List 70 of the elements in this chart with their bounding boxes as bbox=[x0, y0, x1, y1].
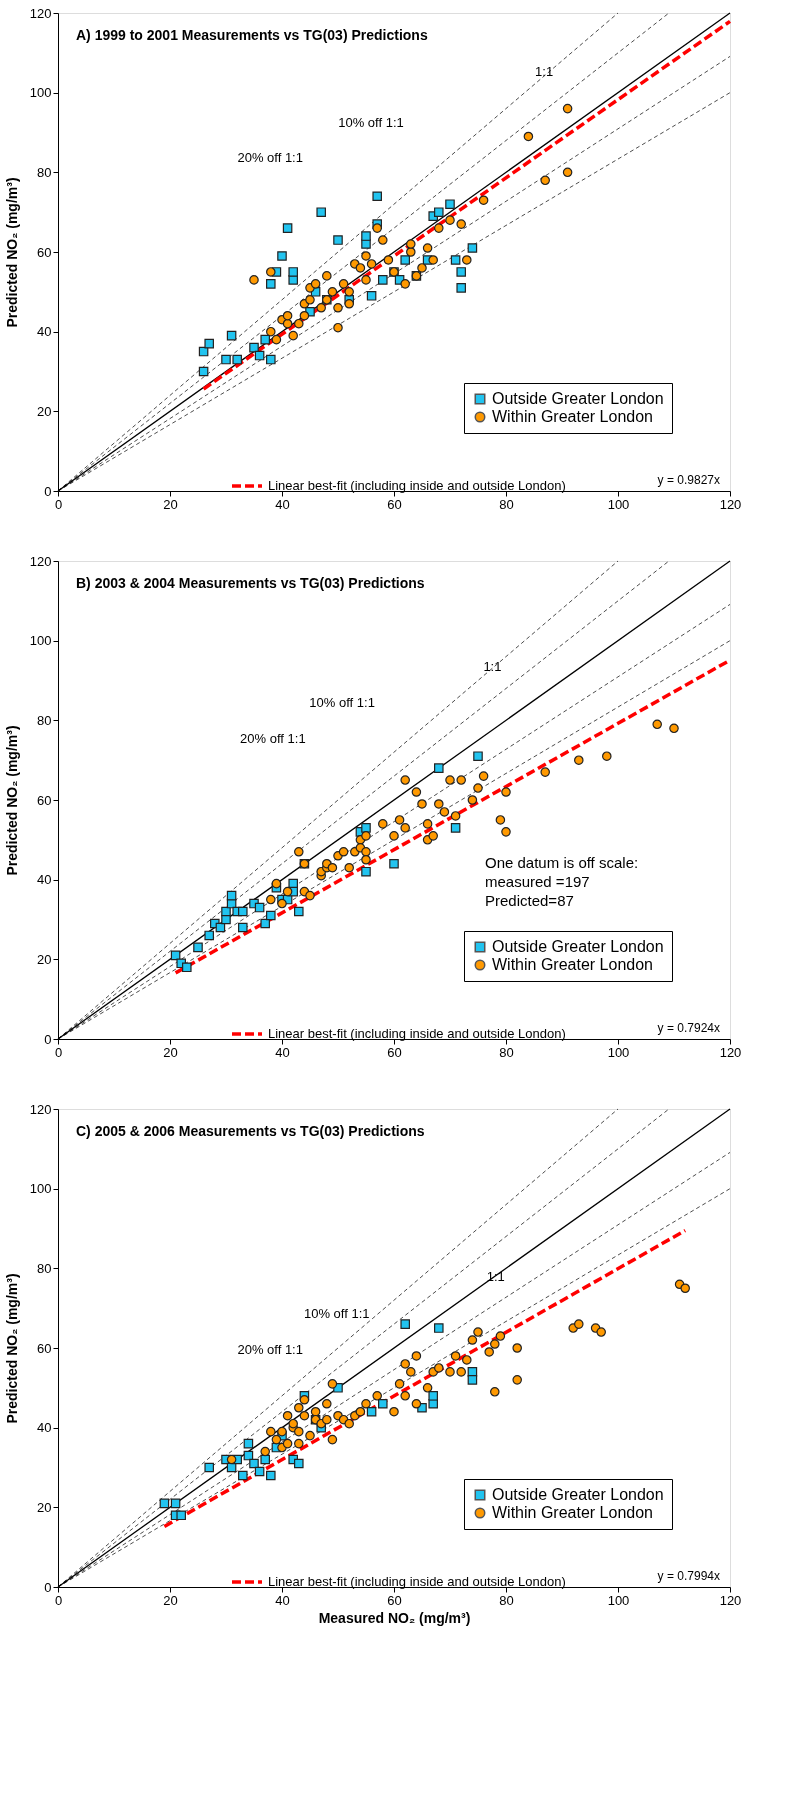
y-tick-label: 100 bbox=[29, 1181, 52, 1197]
x-tick-label: 100 bbox=[607, 1044, 630, 1060]
x-tick-label: 100 bbox=[607, 1592, 630, 1608]
y-tick-label: 20 bbox=[37, 951, 52, 967]
y-tick-label: 40 bbox=[37, 324, 52, 340]
y-tick-label: 0 bbox=[44, 1031, 52, 1047]
annotation: 20% off 1:1 bbox=[237, 149, 303, 165]
annotation: 20% off 1:1 bbox=[240, 730, 306, 746]
x-tick-label: 0 bbox=[54, 496, 63, 512]
y-tick-label: 120 bbox=[29, 1101, 52, 1117]
x-tick-label: 60 bbox=[387, 1592, 402, 1608]
x-tick-label: 80 bbox=[499, 496, 514, 512]
x-tick-label: 40 bbox=[275, 1592, 290, 1608]
y-tick-label: 0 bbox=[44, 1579, 52, 1595]
x-tick-label: 20 bbox=[163, 496, 178, 512]
x-tick-label: 80 bbox=[499, 1592, 514, 1608]
y-tick-label: 60 bbox=[37, 792, 52, 808]
x-tick-label: 100 bbox=[607, 496, 630, 512]
y-tick-label: 100 bbox=[29, 85, 52, 101]
x-tick-label: 60 bbox=[387, 496, 402, 512]
y-axis-title: Predicted NO₂ (mg/m³) bbox=[3, 177, 20, 328]
x-tick-label: 120 bbox=[719, 1044, 742, 1060]
y-tick-label: 100 bbox=[29, 633, 52, 649]
x-tick-label: 60 bbox=[387, 1044, 402, 1060]
x-tick-label: 0 bbox=[54, 1044, 63, 1060]
y-tick-label: 20 bbox=[37, 1499, 52, 1515]
annotation: One datum is off scale: measured =197 Predicted=87 bbox=[485, 854, 639, 909]
legend-label: Outside Greater London bbox=[492, 938, 664, 955]
x-axis-title: Measured NO₂ (mg/m³) bbox=[318, 1609, 471, 1626]
x-tick-label: 20 bbox=[163, 1044, 178, 1060]
annotation: 20% off 1:1 bbox=[237, 1342, 303, 1358]
y-tick-label: 120 bbox=[29, 5, 52, 21]
legend-label: Outside Greater London bbox=[492, 390, 664, 407]
annotation: y = 0.7924x bbox=[657, 1021, 720, 1035]
y-tick-label: 80 bbox=[37, 164, 52, 180]
x-tick-label: 40 bbox=[275, 496, 290, 512]
y-axis-title: Predicted NO₂ (mg/m³) bbox=[3, 1273, 20, 1424]
x-tick-label: 80 bbox=[499, 1044, 514, 1060]
x-tick-label: 120 bbox=[719, 1592, 742, 1608]
x-tick-label: 120 bbox=[719, 496, 742, 512]
y-tick-label: 60 bbox=[37, 1340, 52, 1356]
legend-label: Linear best-fit (including inside and outside London) bbox=[268, 1026, 566, 1041]
annotation: 1:1 bbox=[483, 659, 502, 675]
y-tick-label: 120 bbox=[29, 553, 52, 569]
legend-label: Within Greater London bbox=[492, 956, 653, 973]
x-tick-label: 40 bbox=[275, 1044, 290, 1060]
y-tick-label: 20 bbox=[37, 403, 52, 419]
legend-label: Linear best-fit (including inside and outside London) bbox=[268, 478, 566, 493]
legend-label: Within Greater London bbox=[492, 408, 653, 425]
y-tick-label: 40 bbox=[37, 1420, 52, 1436]
y-tick-label: 80 bbox=[37, 712, 52, 728]
x-tick-label: 0 bbox=[54, 1592, 63, 1608]
legend-label: Outside Greater London bbox=[492, 1486, 664, 1503]
legend-label: Within Greater London bbox=[492, 1504, 653, 1521]
y-tick-label: 40 bbox=[37, 872, 52, 888]
annotation: y = 0.9827x bbox=[657, 473, 720, 487]
x-tick-label: 20 bbox=[163, 1592, 178, 1608]
annotation: 10% off 1:1 bbox=[309, 695, 375, 711]
annotation: y = 0.7994x bbox=[657, 1569, 720, 1583]
annotation: 10% off 1:1 bbox=[338, 114, 404, 130]
y-tick-label: 60 bbox=[37, 244, 52, 260]
annotation: 10% off 1:1 bbox=[303, 1305, 370, 1321]
text: B) 2003 & 2004 Measurements vs TG(03) Predictions bbox=[76, 575, 425, 591]
y-axis-title: Predicted NO₂ (mg/m³) bbox=[3, 725, 20, 876]
text: A) 1999 to 2001 Measurements vs TG(03) Predictions bbox=[76, 27, 428, 43]
y-tick-label: 80 bbox=[37, 1260, 52, 1276]
legend-label: Linear best-fit (including inside and outside London) bbox=[268, 1574, 566, 1589]
annotation: 1:1 bbox=[535, 64, 554, 80]
text: C) 2005 & 2006 Measurements vs TG(03) Predictions bbox=[76, 1123, 425, 1139]
y-tick-label: 0 bbox=[44, 483, 52, 499]
